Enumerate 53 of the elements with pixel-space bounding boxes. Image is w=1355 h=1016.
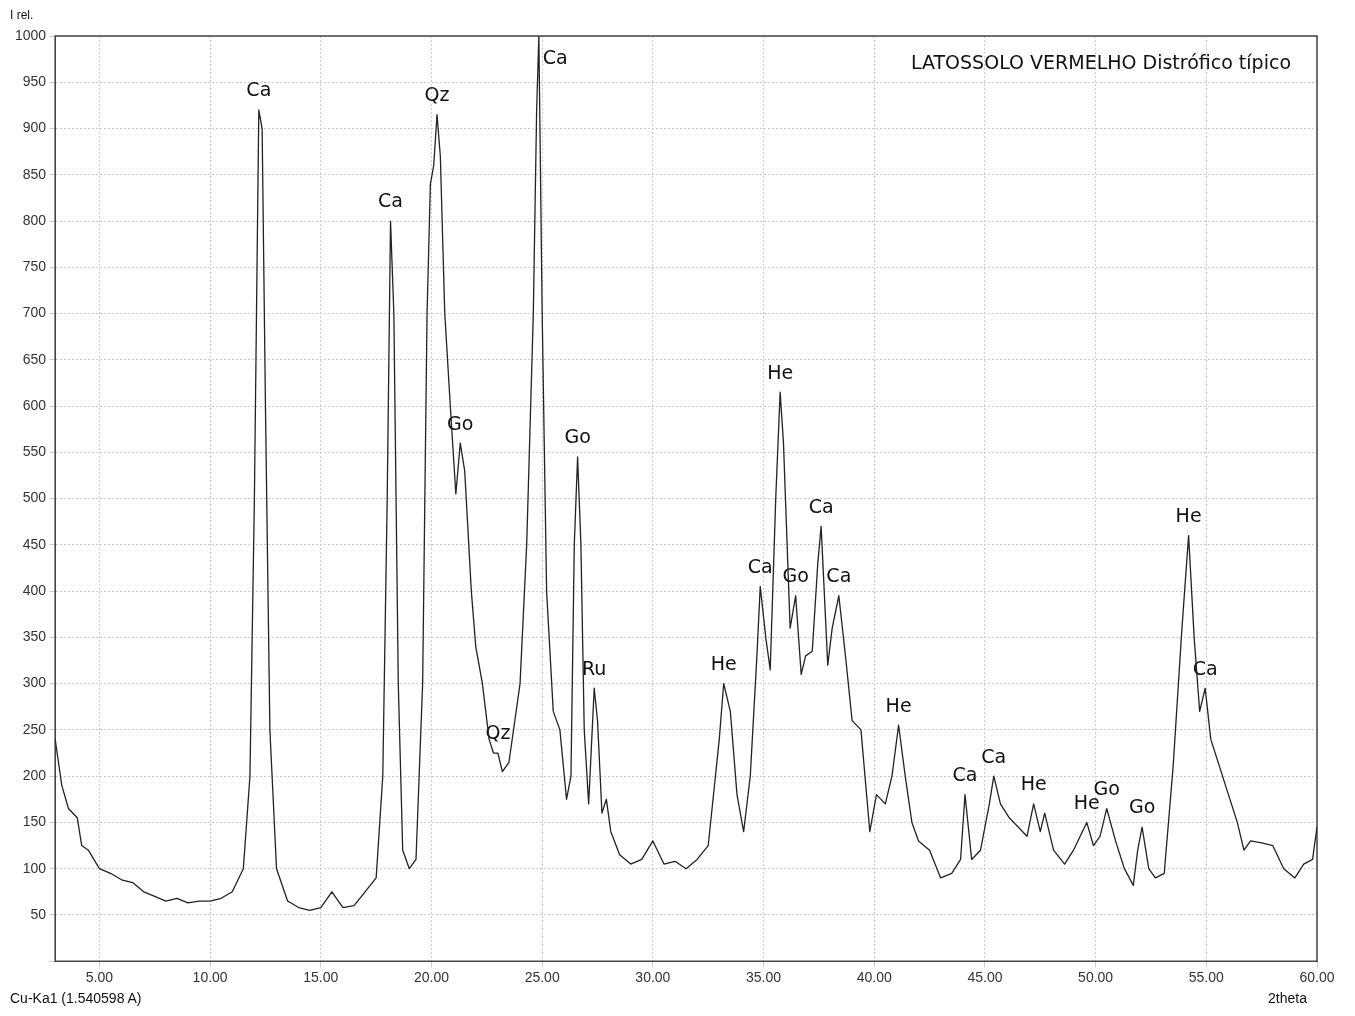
- x-axis-title: 2theta: [1268, 989, 1308, 1006]
- y-tick-label: 700: [22, 304, 47, 321]
- annotation: Ca: [246, 78, 272, 101]
- annotation: Ca: [826, 564, 852, 587]
- annotation: He: [710, 652, 737, 675]
- x-tick-label: 30.00: [635, 969, 671, 986]
- y-tick-label: 400: [22, 581, 47, 598]
- annotation: He: [1175, 504, 1202, 527]
- annotation: Go: [1128, 795, 1156, 818]
- x-tick-label: 25.00: [524, 969, 560, 986]
- y-tick-label: 250: [22, 720, 47, 737]
- annotation: Ca: [981, 744, 1007, 767]
- y-tick-label: 800: [22, 211, 47, 228]
- text: LATOSSOLO VERMELHO Distrófico típico: [910, 50, 1291, 73]
- x-tick-label: 15.00: [303, 969, 339, 986]
- y-tick-label: 1000: [14, 26, 47, 43]
- x-tick-label: 35.00: [746, 969, 782, 986]
- text: Cu-Ka1 (1.540598 A): [10, 989, 142, 1006]
- y-tick-label: 550: [22, 443, 47, 460]
- x-tick-label: 60.00: [1299, 969, 1335, 986]
- x-tick-label: 55.00: [1188, 969, 1225, 986]
- y-tick-label: 300: [22, 674, 47, 691]
- annotation: He: [1020, 772, 1047, 795]
- y-tick-label: 350: [22, 628, 47, 645]
- annotation: He: [885, 693, 912, 716]
- y-tick-label: 950: [22, 73, 47, 90]
- y-axis-title: I rel.: [10, 8, 34, 23]
- y-tick-label: 600: [22, 396, 47, 413]
- x-tick-label: 40.00: [856, 969, 892, 986]
- y-tick-label: 200: [22, 767, 47, 784]
- annotation: Ca: [952, 763, 978, 786]
- y-tick-label: 100: [22, 859, 47, 876]
- y-tick-label: 850: [22, 165, 47, 182]
- x-tick-label: 10.00: [192, 969, 228, 986]
- annotation: He: [767, 360, 794, 383]
- y-tick-label: 900: [22, 119, 47, 136]
- x-tick-label: 45.00: [967, 969, 1003, 986]
- y-tick-label: 150: [22, 813, 47, 830]
- annotation: Ca: [542, 46, 568, 69]
- x-tick-label: 5.00: [85, 969, 114, 986]
- annotation: Ca: [808, 494, 834, 517]
- annotation: Ca: [378, 189, 403, 212]
- y-tick-label: 50: [30, 905, 47, 922]
- annotation: Ca: [747, 554, 773, 577]
- annotation: Go: [564, 425, 591, 448]
- y-tick-label: 650: [22, 350, 47, 367]
- annotation: Qz: [424, 83, 450, 106]
- x-tick-label: 50.00: [1078, 969, 1114, 986]
- y-tick-label: 750: [22, 258, 47, 275]
- y-tick-label: 450: [22, 535, 47, 552]
- annotation: Ru: [582, 656, 607, 679]
- y-tick-label: 500: [22, 489, 47, 506]
- x-tick-label: 20.00: [413, 969, 450, 986]
